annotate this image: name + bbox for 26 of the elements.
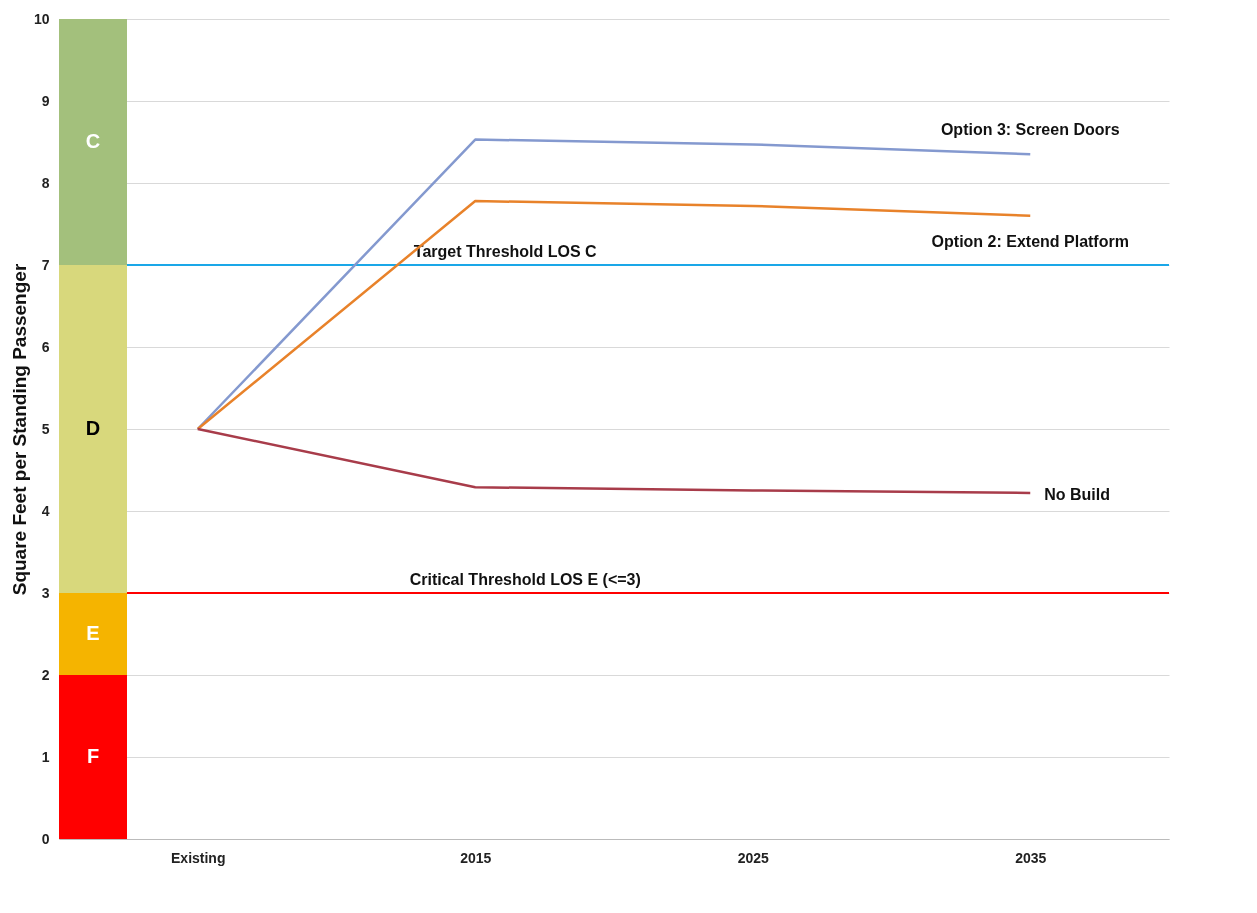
y-tick-label: 8 (41, 174, 50, 191)
x-tick-label: 2025 (737, 849, 770, 866)
y-tick-label: 5 (41, 420, 50, 437)
series-label: Option 3: Screen Doors (940, 121, 1120, 139)
band-label: C (85, 130, 101, 152)
band-label: D (85, 417, 101, 439)
band-label: E (86, 622, 100, 644)
y-tick-label: 0 (41, 830, 50, 847)
line-series (196, 427, 1032, 495)
y-tick-label: 4 (41, 502, 50, 519)
series-label: Option 2: Extend Platform (931, 232, 1129, 250)
y-tick-label: 1 (41, 748, 50, 765)
series-label: No Build (1044, 485, 1111, 503)
x-tick-label: 2035 (1015, 849, 1047, 866)
y-axis-title: Square Feet per Standing Passenger (8, 263, 30, 596)
y-tick-label: 9 (41, 92, 50, 109)
band-label: F (86, 745, 100, 767)
x-tick-label: 2015 (460, 849, 492, 866)
x-tick-label: Existing (171, 849, 226, 866)
y-tick-label: 10 (33, 10, 50, 27)
y-tick-label: 3 (41, 584, 50, 601)
ref-line-label: Critical Threshold LOS E (<=3) (409, 571, 641, 588)
y-tick-label: 6 (41, 338, 50, 355)
ref-line-label: Target Threshold LOS C (413, 243, 598, 260)
y-tick-label: 2 (41, 666, 50, 683)
y-tick-label: 7 (41, 256, 50, 273)
